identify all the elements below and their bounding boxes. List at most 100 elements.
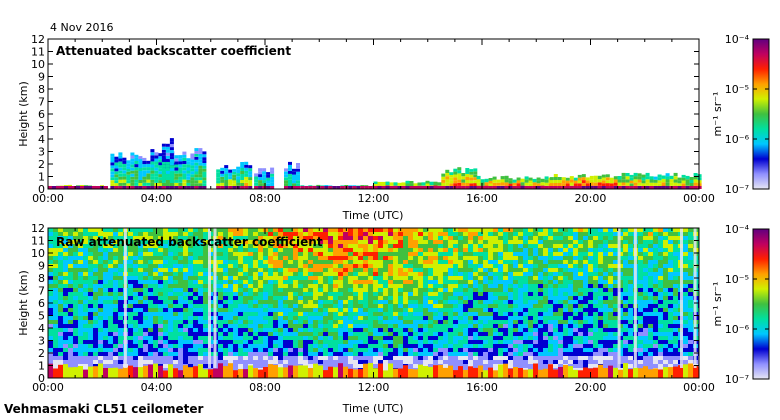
backscatter-cell (621, 176, 626, 180)
backscatter-cell (633, 176, 638, 180)
backscatter-cell (118, 152, 123, 156)
backscatter-cell (373, 181, 378, 184)
raw-cell (513, 336, 518, 340)
raw-cell (348, 320, 353, 324)
raw-cell (488, 244, 493, 248)
backscatter-cell (216, 180, 221, 184)
raw-cell (433, 304, 438, 308)
surface-layer-cell (385, 186, 390, 189)
raw-cell (233, 240, 238, 244)
raw-cell (168, 336, 173, 340)
raw-cell (318, 344, 323, 348)
raw-cell (273, 260, 278, 264)
raw-cell (483, 316, 488, 320)
raw-cell (133, 240, 138, 244)
raw-cell (518, 268, 523, 272)
raw-cell (273, 340, 278, 344)
backscatter-cell (270, 167, 275, 171)
raw-cell (478, 276, 483, 280)
raw-cell (188, 332, 193, 336)
raw-cell (198, 360, 203, 364)
surface-layer-cell (681, 186, 686, 189)
raw-cell (408, 352, 413, 356)
raw-cell (333, 276, 338, 280)
raw-cell (53, 352, 58, 356)
backscatter-cell (262, 183, 267, 187)
raw-cell (188, 244, 193, 248)
surface-layer-cell (304, 186, 309, 189)
raw-cell (493, 232, 498, 236)
surface-layer-cell (161, 186, 166, 189)
raw-cell (183, 316, 188, 320)
raw-cell (113, 308, 118, 312)
raw-boundary-layer (363, 363, 368, 378)
raw-cell (288, 252, 293, 256)
backscatter-cell (198, 156, 203, 160)
raw-cell (248, 232, 253, 236)
backscatter-cell (130, 176, 135, 180)
surface-layer-cell (320, 186, 325, 189)
raw-cell (298, 360, 303, 364)
backscatter-cell (569, 176, 574, 180)
backscatter-cell (169, 162, 174, 166)
raw-cell (478, 272, 483, 276)
backscatter-cell (118, 170, 123, 174)
raw-cell (483, 328, 488, 332)
backscatter-cell (158, 159, 163, 163)
raw-cell (348, 300, 353, 304)
raw-cell (523, 296, 528, 300)
raw-cell (508, 244, 513, 248)
raw-cell (168, 264, 173, 268)
raw-cell (508, 320, 513, 324)
backscatter-cell (601, 180, 606, 184)
raw-cell (238, 244, 243, 248)
raw-cell (243, 348, 248, 352)
backscatter-cell (118, 173, 123, 177)
raw-cell (153, 348, 158, 352)
raw-cell (138, 308, 143, 312)
raw-cell (198, 268, 203, 272)
raw-cell (518, 336, 523, 340)
raw-cell (393, 228, 398, 232)
raw-cell (408, 324, 413, 328)
raw-cell (468, 280, 473, 284)
raw-cell (68, 276, 73, 280)
raw-cell (348, 280, 353, 284)
raw-cell (228, 268, 233, 272)
raw-cell (93, 256, 98, 260)
raw-cell (313, 336, 318, 340)
raw-boundary-layer (428, 366, 433, 378)
surface-layer-cell (364, 186, 369, 189)
raw-cell (418, 316, 423, 320)
raw-cell (138, 352, 143, 356)
raw-cell (408, 332, 413, 336)
raw-cell (378, 260, 383, 264)
raw-cell (313, 272, 318, 276)
raw-boundary-layer (328, 366, 333, 378)
raw-cell (478, 316, 483, 320)
raw-cell (323, 312, 328, 316)
raw-cell (298, 288, 303, 292)
raw-cell (173, 308, 178, 312)
raw-cell (158, 320, 163, 324)
raw-cell (163, 320, 168, 324)
raw-boundary-layer (258, 369, 263, 378)
raw-cell (493, 308, 498, 312)
y-tick-label: 12 (31, 33, 45, 46)
backscatter-cell (465, 180, 470, 183)
raw-cell (298, 240, 303, 244)
raw-cell (273, 332, 278, 336)
raw-cell (273, 284, 278, 288)
raw-cell (338, 252, 343, 256)
raw-cell (513, 228, 518, 232)
raw-cell (48, 236, 53, 240)
surface-layer-cell (441, 186, 446, 189)
raw-cell (203, 332, 208, 336)
raw-cell (503, 232, 508, 236)
raw-cell (153, 244, 158, 248)
raw-cell (368, 280, 373, 284)
raw-cell (198, 284, 203, 288)
raw-cell (348, 232, 353, 236)
backscatter-cell (126, 160, 131, 164)
backscatter-cell (154, 179, 159, 183)
